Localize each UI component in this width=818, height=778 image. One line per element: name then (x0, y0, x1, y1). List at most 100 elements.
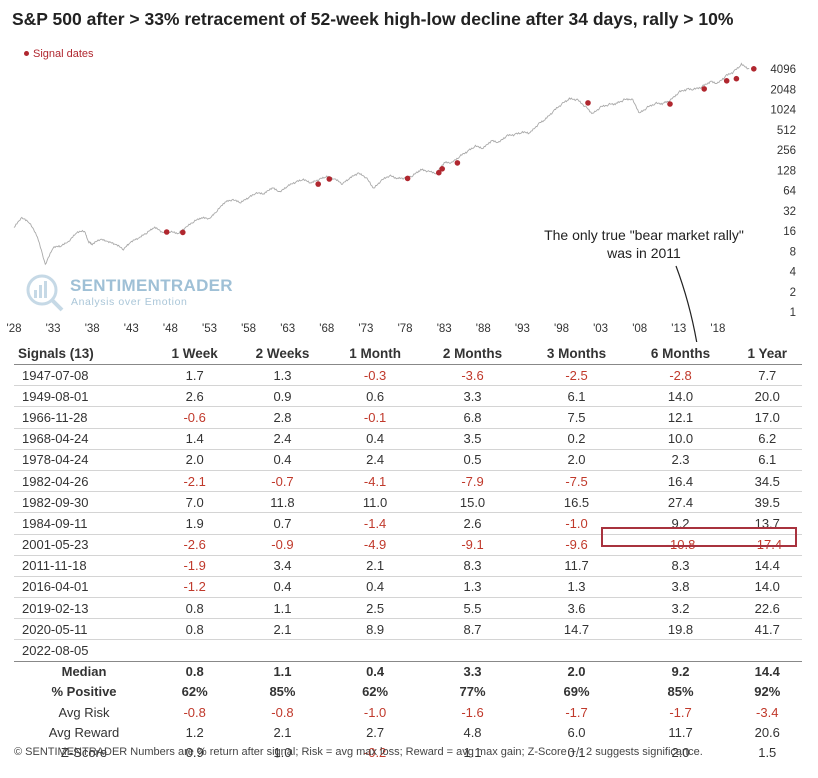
stat-cell: -0.8 (183, 704, 206, 720)
return-cell (235, 640, 329, 661)
return-cell: -1.0 (565, 515, 588, 531)
signal-point (404, 175, 411, 182)
return-cell (733, 640, 802, 661)
y-tick-label: 1 (790, 307, 796, 319)
y-tick-label: 16 (783, 226, 796, 238)
watermark-name: SENTIMENTRADER (70, 276, 233, 295)
y-tick-label: 512 (777, 125, 796, 137)
x-tick-label: '73 (358, 323, 373, 335)
return-cell: 39.5 (754, 494, 780, 510)
stat-cell: 85% (269, 684, 296, 700)
return-cell: 2.3 (671, 452, 690, 468)
annotation-text: The only true "bear market rally" was in… (534, 226, 754, 262)
return-cell: -2.6 (183, 537, 206, 553)
stat-label: Z-Score (60, 744, 108, 760)
return-cell: 8.3 (671, 558, 690, 574)
stat-label: Avg Risk (58, 704, 110, 720)
signal-date: 1978-04-24 (22, 452, 89, 468)
signal-date: 1982-09-30 (22, 494, 89, 510)
return-cell: -0.7 (271, 473, 294, 489)
signal-date: 1966-11-28 (22, 409, 88, 425)
x-tick-label: '48 (163, 323, 178, 335)
x-tick-label: '43 (124, 323, 139, 335)
column-header: 1 Month (349, 345, 401, 361)
x-tick-label: '28 (7, 323, 22, 335)
return-cell (330, 640, 421, 661)
y-tick-label: 32 (783, 206, 796, 218)
signal-dot-icon (24, 50, 29, 56)
stat-cell: -1.7 (565, 704, 588, 720)
return-cell: 11.7 (564, 558, 589, 574)
return-cell: 7.0 (185, 494, 204, 510)
return-cell: -10.8 (665, 537, 696, 553)
return-cell: 14.7 (563, 621, 590, 637)
return-cell: 1.4 (185, 431, 204, 447)
return-cell: 2.6 (185, 388, 204, 404)
y-tick-label: 4096 (770, 64, 796, 76)
return-cell: 14.0 (667, 388, 694, 404)
x-tick-label: '08 (632, 323, 647, 335)
legend-label: Signal dates (33, 48, 94, 60)
stats-row: Median 0.8 1.1 0.4 3.3 2.0 9.2 14.4 (14, 661, 802, 682)
y-tick-label: 2048 (770, 84, 796, 96)
return-cell: 2.0 (185, 452, 204, 468)
stat-cell: 3.3 (463, 664, 482, 680)
return-cell: -7.9 (461, 473, 484, 489)
column-header: 3 Months (546, 345, 607, 361)
stat-cell: 9.2 (671, 664, 690, 680)
stat-cell: 2.7 (366, 724, 385, 740)
stat-cell: 69% (563, 684, 590, 700)
stat-cell: 1.2 (185, 724, 204, 740)
series-line-0 (13, 62, 750, 266)
stat-cell: 1.5 (758, 744, 777, 760)
stats-row: % Positive 62% 85% 62% 77% 69% 85% 92% (14, 682, 802, 702)
return-cell: -9.6 (565, 537, 588, 553)
return-cell: -4.9 (363, 537, 387, 553)
return-cell: 0.2 (567, 431, 586, 447)
return-cell: -0.3 (363, 367, 387, 383)
stat-cell: 20.6 (754, 724, 780, 740)
stat-cell: 2.0 (567, 664, 586, 680)
table-row: 1978-04-24 2.0 0.4 2.4 0.5 2.0 2.3 6.1 (14, 449, 802, 470)
signal-point (667, 101, 673, 107)
y-tick-label: 2 (790, 287, 796, 299)
x-tick-label: '88 (476, 323, 491, 335)
signal-date: 1949-08-01 (22, 388, 89, 404)
return-cell: 6.2 (758, 431, 777, 447)
return-cell: -1.9 (183, 558, 206, 574)
x-tick-label: '13 (671, 323, 686, 335)
return-cell: -1.4 (363, 515, 387, 531)
stat-cell: 4.8 (463, 724, 482, 740)
return-cell: 6.1 (567, 388, 586, 404)
return-cell: 0.6 (366, 388, 385, 404)
return-cell: 1.9 (185, 515, 204, 531)
table-header-row: Signals (13) 1 Week 2 Weeks 1 Month 2 Months… (14, 342, 802, 365)
return-cell: 1.3 (273, 367, 292, 383)
signal-date: 1968-04-24 (22, 431, 89, 447)
return-cell: 11.0 (362, 494, 388, 510)
x-tick-label: '93 (515, 323, 530, 335)
stat-cell: 1.1 (463, 744, 482, 760)
return-cell: 19.8 (667, 621, 694, 637)
return-cell: -2.8 (669, 367, 692, 383)
legend: Signal dates (24, 48, 94, 60)
return-cell: 0.4 (273, 579, 292, 595)
return-cell: 3.5 (463, 431, 482, 447)
stat-cell: 14.4 (754, 664, 780, 680)
return-cell: 16.5 (563, 494, 590, 510)
x-tick-label: '03 (593, 323, 608, 335)
x-tick-label: '38 (85, 323, 100, 335)
stat-cell: 1.0 (273, 744, 292, 760)
stat-cell: 62% (362, 684, 389, 700)
return-cell: 2.6 (463, 515, 482, 531)
return-cell: 3.8 (671, 579, 690, 595)
return-cell: 0.7 (273, 515, 292, 531)
return-cell: -0.9 (271, 537, 294, 553)
return-cell: 2.0 (567, 452, 586, 468)
return-cell: 3.4 (273, 558, 292, 574)
signal-point (326, 176, 333, 182)
signal-date: 2001-05-23 (22, 537, 89, 553)
y-tick-label: 128 (777, 165, 796, 177)
table-row: 1982-09-30 7.0 11.8 11.0 15.0 16.5 27.4 39.5 (14, 491, 802, 513)
stat-cell: -3.4 (756, 704, 779, 720)
